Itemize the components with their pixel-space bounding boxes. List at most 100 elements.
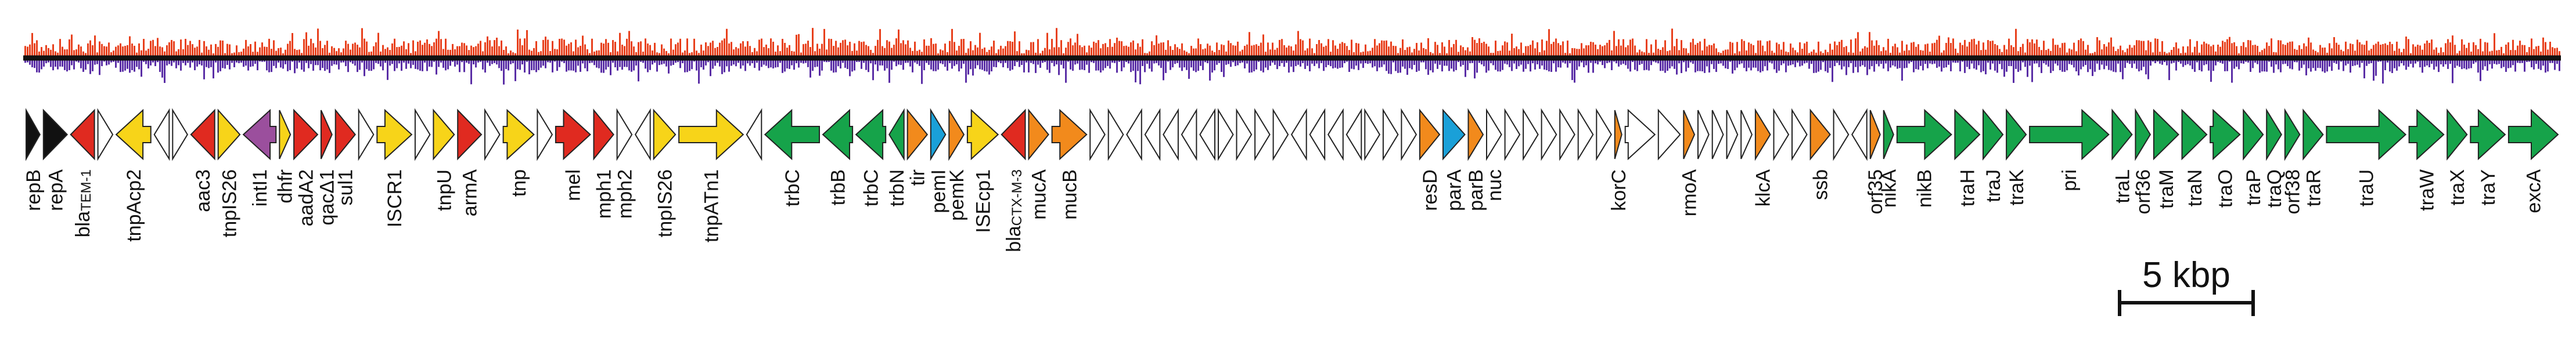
gc-negative-bar	[598, 58, 600, 68]
gc-positive-bar	[2215, 51, 2217, 58]
gene-arrow-orf-49	[1254, 108, 1271, 161]
gc-negative-bar	[954, 58, 955, 66]
gc-positive-bar	[1467, 47, 1469, 58]
gc-positive-bar	[2036, 39, 2038, 58]
gc-positive-bar	[238, 52, 240, 58]
gc-negative-bar	[2514, 58, 2516, 72]
gc-negative-bar	[489, 58, 491, 66]
gc-negative-bar	[1885, 58, 1887, 64]
gc-negative-bar	[556, 58, 558, 71]
gc-positive-bar	[1483, 41, 1485, 58]
gc-negative-bar	[1671, 58, 1673, 67]
gc-negative-bar	[942, 58, 944, 64]
gc-negative-bar	[1311, 58, 1313, 64]
gc-negative-bar	[2459, 58, 2460, 67]
gc-positive-bar	[684, 50, 686, 58]
gc-negative-bar	[1446, 58, 1448, 66]
gc-positive-bar	[882, 46, 883, 58]
gc-positive-bar	[59, 39, 61, 58]
gene-label-nikb: nikB	[1914, 169, 1936, 208]
gene-arrow-pri	[2029, 108, 2110, 161]
gc-negative-bar	[101, 58, 103, 67]
gc-negative-bar	[2403, 58, 2405, 66]
gc-positive-bar	[194, 48, 196, 58]
gene-arrow-tnpis26	[653, 108, 677, 161]
gc-negative-bar	[791, 58, 793, 66]
gc-positive-bar	[1411, 52, 1413, 58]
gc-negative-bar	[1353, 58, 1355, 70]
gc-negative-bar	[196, 58, 198, 67]
gc-positive-bar	[1843, 47, 1845, 58]
gc-positive-bar	[2059, 48, 2061, 58]
gene-label-pemk: pemK	[946, 169, 968, 221]
gc-negative-bar	[714, 58, 716, 66]
gc-positive-bar	[2329, 43, 2330, 58]
gc-negative-bar	[1104, 58, 1106, 68]
gc-positive-bar	[2222, 41, 2224, 58]
gc-positive-bar	[2210, 46, 2212, 58]
gc-negative-bar	[1588, 58, 1589, 73]
gc-negative-bar	[1597, 58, 1599, 65]
gc-positive-bar	[535, 41, 537, 58]
gene-arrow-tnpis26	[217, 108, 241, 161]
gc-positive-bar	[449, 49, 451, 58]
gc-negative-bar	[521, 58, 523, 65]
gc-positive-bar	[877, 39, 879, 58]
gene-arrow-repa	[42, 108, 69, 161]
gc-positive-bar	[171, 39, 172, 58]
gc-negative-bar	[1293, 58, 1294, 72]
gc-positive-bar	[768, 48, 769, 58]
gc-negative-bar	[1142, 58, 1143, 66]
gc-positive-bar	[422, 45, 423, 58]
gc-negative-bar	[1395, 58, 1397, 71]
gc-negative-bar	[1174, 58, 1176, 64]
gc-positive-bar	[473, 47, 474, 58]
gc-positive-bar	[2445, 43, 2447, 58]
gc-positive-bar	[305, 32, 307, 58]
gc-negative-bar	[1722, 58, 1724, 66]
gc-positive-bar	[2224, 42, 2226, 58]
gc-negative-bar	[2096, 58, 2098, 64]
gc-positive-bar	[2435, 47, 2437, 58]
gc-positive-bar	[2099, 40, 2100, 58]
gc-negative-bar	[2482, 58, 2484, 70]
gc-positive-bar	[108, 42, 110, 58]
gc-negative-bar	[1922, 58, 1924, 71]
gc-positive-bar	[986, 52, 988, 58]
gc-negative-bar	[1616, 58, 1617, 64]
gc-negative-bar	[1039, 58, 1041, 68]
gc-positive-bar	[1606, 42, 1608, 58]
gc-negative-bar	[373, 58, 375, 70]
gene-label-rmoa: rmoA	[1679, 169, 1701, 217]
gc-negative-bar	[1992, 58, 1994, 64]
gene-arrow-tnpu	[433, 108, 455, 161]
gc-negative-bar	[2024, 58, 2026, 67]
gc-positive-bar	[1395, 46, 1397, 58]
gc-positive-bar	[1776, 42, 1778, 58]
gene-arrow-orf-63	[1523, 108, 1539, 161]
gc-negative-bar	[665, 58, 667, 67]
gc-positive-bar	[69, 39, 70, 58]
gene-arrow-orf-52	[1309, 108, 1326, 161]
gc-negative-bar	[417, 58, 419, 70]
gc-negative-bar	[2136, 58, 2138, 69]
gc-positive-bar	[870, 49, 872, 58]
gc-positive-bar	[600, 42, 602, 58]
gc-positive-bar	[1225, 51, 1227, 58]
gc-negative-bar	[1460, 58, 1462, 67]
gc-positive-bar	[1987, 40, 1989, 58]
gc-positive-bar	[828, 38, 830, 58]
gc-positive-bar	[343, 48, 344, 58]
gc-negative-bar	[345, 58, 347, 67]
gc-negative-bar	[213, 58, 214, 79]
gc-negative-bar	[131, 58, 133, 71]
gc-positive-bar	[1230, 43, 1232, 58]
gc-positive-bar	[1753, 45, 1754, 58]
gc-positive-bar	[2015, 28, 2017, 58]
gc-positive-bar	[977, 47, 978, 58]
gc-positive-bar	[900, 43, 902, 58]
gc-negative-bar	[150, 58, 152, 66]
gc-positive-bar	[2287, 42, 2289, 58]
gc-positive-bar	[2526, 52, 2528, 58]
gc-negative-bar	[552, 58, 553, 72]
